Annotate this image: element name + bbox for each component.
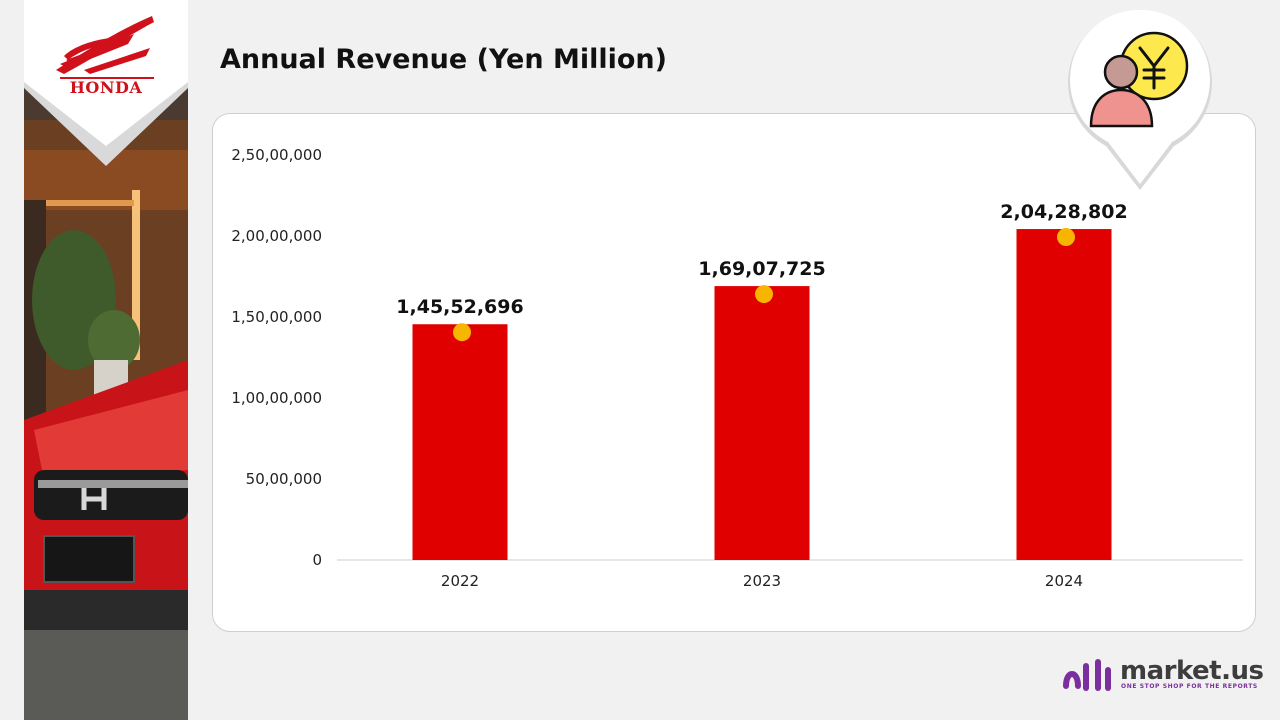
bar-marker-2023 [755, 285, 773, 304]
y-tick-label: 1,00,00,000 [231, 389, 322, 407]
bar-2022 [412, 324, 508, 560]
y-tick-label: 50,00,000 [246, 470, 322, 488]
data-label-2022: 1,45,52,696 [396, 296, 523, 318]
bar-marker-2024 [1057, 228, 1075, 247]
market-us-tagline: ONE STOP SHOP FOR THE REPORTS [1121, 683, 1258, 690]
market-us-name: market.us [1120, 656, 1264, 686]
y-tick-label: 2,00,00,000 [231, 227, 322, 245]
y-tick-label: 0 [312, 551, 322, 569]
bar-chart: 0 50,00,000 1,00,00,000 1,50,00,000 2,00,00,… [231, 146, 1243, 590]
honda-wing-icon [56, 16, 154, 74]
data-label-2024: 2,04,28,802 [1000, 201, 1127, 223]
car-photo [24, 0, 188, 720]
x-tick-label: 2023 [743, 572, 781, 590]
y-tick-label: 1,50,00,000 [231, 308, 322, 326]
bar-2024 [1016, 229, 1112, 560]
honda-wordmark: HONDA [69, 78, 143, 97]
honda-logo: HONDA [24, 0, 188, 170]
x-tick-label: 2022 [441, 572, 479, 590]
x-tick-label: 2024 [1045, 572, 1083, 590]
bar-2023 [714, 286, 810, 560]
bar-marker-2022 [453, 323, 471, 342]
market-us-logo: market.us ONE STOP SHOP FOR THE REPORTS [1062, 656, 1264, 696]
data-label-2023: 1,69,07,725 [698, 258, 825, 280]
page-title: Annual Revenue (Yen Million) [220, 44, 667, 75]
revenue-person-yen-icon [1066, 10, 1216, 192]
y-tick-label: 2,50,00,000 [231, 146, 322, 164]
market-us-logo-icon [1063, 659, 1111, 691]
chart-card: 0 50,00,000 1,00,00,000 1,50,00,000 2,00,00,… [212, 113, 1256, 632]
